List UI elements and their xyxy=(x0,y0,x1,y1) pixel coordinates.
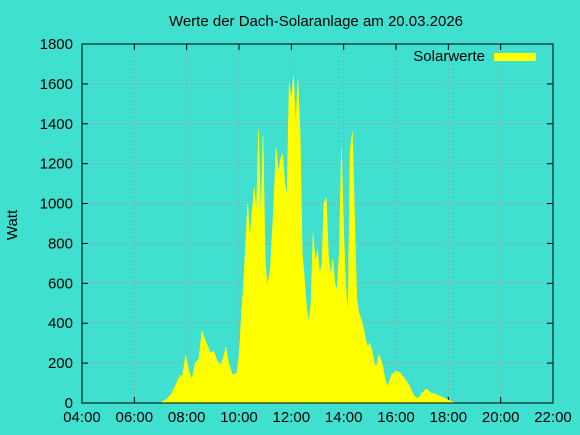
x-tick-label: 06:00 xyxy=(116,409,154,426)
x-tick-label: 16:00 xyxy=(377,409,415,426)
x-tick-label: 10:00 xyxy=(220,409,258,426)
series-area-solarwerte xyxy=(159,75,458,404)
x-tick-label: 20:00 xyxy=(482,409,520,426)
x-tick-label: 04:00 xyxy=(63,409,101,426)
y-tick-label: 1400 xyxy=(40,116,73,133)
x-tick-label: 08:00 xyxy=(168,409,206,426)
x-tick-label: 14:00 xyxy=(325,409,363,426)
y-tick-label: 1200 xyxy=(40,156,73,173)
x-tick-label: 18:00 xyxy=(430,409,468,426)
chart-title: Werte der Dach-Solaranlage am 20.03.2026 xyxy=(169,13,463,30)
y-tick-labels: 0 200 400 600 800 1000 1200 1400 1600 1800 xyxy=(40,36,73,412)
x-tick-label: 12:00 xyxy=(273,409,311,426)
plot-frame xyxy=(81,43,554,404)
y-tick-label: 200 xyxy=(48,355,73,372)
y-tick-label: 0 xyxy=(65,395,73,412)
y-tick-label: 600 xyxy=(48,275,73,292)
x-tick-label: 22:00 xyxy=(534,409,572,426)
y-axis-label: Watt xyxy=(4,209,21,240)
y-tick-label: 800 xyxy=(48,235,73,252)
x-tick-labels: 04:00 06:00 08:00 10:00 12:00 14:00 16:00 18:00… xyxy=(63,409,572,426)
y-tick-label: 1800 xyxy=(40,36,73,53)
y-tick-label: 400 xyxy=(48,315,73,332)
legend-swatch xyxy=(494,53,536,61)
y-tick-label: 1600 xyxy=(40,76,73,93)
y-tick-label: 1000 xyxy=(40,196,73,213)
legend: Solarwerte xyxy=(413,48,536,65)
legend-label: Solarwerte xyxy=(413,48,485,65)
series-area-group xyxy=(159,75,458,404)
